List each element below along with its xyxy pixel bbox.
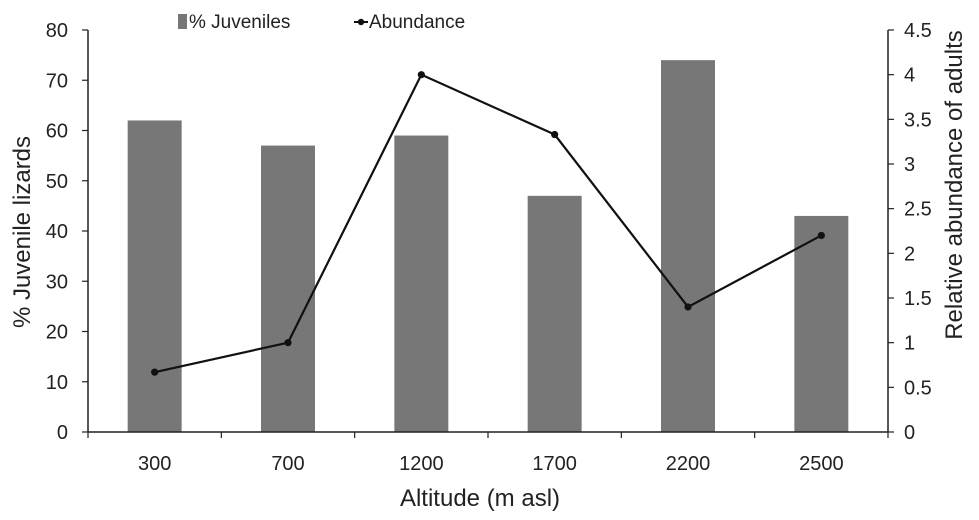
x-axis-title: Altitude (m asl) <box>400 485 560 512</box>
y-tick-label: 40 <box>46 221 68 243</box>
x-tick-label: 2500 <box>799 453 844 475</box>
y2-tick-label: 2.5 <box>904 199 932 221</box>
bar <box>661 60 715 433</box>
y2-axis-title: Relative abundance of adults <box>941 30 968 340</box>
y-tick-label: 20 <box>46 322 68 344</box>
x-tick-label: 300 <box>138 453 171 475</box>
y2-tick-label: 1.5 <box>904 288 932 310</box>
x-tick-label: 700 <box>271 453 304 475</box>
y2-tick-label: 3 <box>904 154 915 176</box>
abundance-point <box>417 71 425 79</box>
y-tick-label: 0 <box>57 422 68 444</box>
abundance-point <box>284 339 292 347</box>
y-tick-label: 70 <box>46 70 68 92</box>
y-tick-label: 60 <box>46 121 68 143</box>
y2-tick-label: 1 <box>904 333 915 355</box>
y2-tick-label: 4.5 <box>904 20 932 42</box>
y-tick-label: 10 <box>46 372 68 394</box>
legend-line-marker <box>357 18 365 26</box>
y2-tick-label: 0.5 <box>904 377 932 399</box>
bar <box>394 135 449 432</box>
y-tick-label: 80 <box>46 20 68 42</box>
bar <box>527 195 582 432</box>
y-axis-title: % Juvenile lizards <box>9 136 36 328</box>
y-tick-label: 50 <box>46 171 68 193</box>
bar <box>261 145 315 432</box>
axes <box>82 29 894 438</box>
abundance-line <box>154 73 822 374</box>
bar <box>127 120 182 432</box>
legend-bar-swatch <box>178 14 187 29</box>
legend: % Juveniles Abundance <box>178 12 465 33</box>
y2-tick-label: 4 <box>904 65 915 87</box>
abundance-point <box>151 368 159 376</box>
abundance-point <box>817 231 825 240</box>
y-tick-label: 30 <box>46 271 68 293</box>
bar <box>794 215 849 432</box>
legend-label-abundance: Abundance <box>369 12 465 33</box>
x-tick-label: 1700 <box>532 453 577 475</box>
tick-labels: 0 10 20 30 40 50 60 70 80 0 0.5 1 1.5 2 2.5 3 3.5 4 4.5 300… <box>46 20 932 475</box>
abundance-point <box>551 130 559 139</box>
abundance-point <box>684 303 692 311</box>
line-layer <box>151 71 825 376</box>
x-tick-label: 2200 <box>666 453 711 475</box>
bar-layer <box>127 60 849 433</box>
y2-tick-label: 0 <box>904 422 915 444</box>
y2-tick-label: 2 <box>904 243 915 265</box>
x-tick-label: 1200 <box>399 453 444 475</box>
legend-label-juveniles: % Juveniles <box>189 12 290 33</box>
y2-tick-label: 3.5 <box>904 109 932 131</box>
